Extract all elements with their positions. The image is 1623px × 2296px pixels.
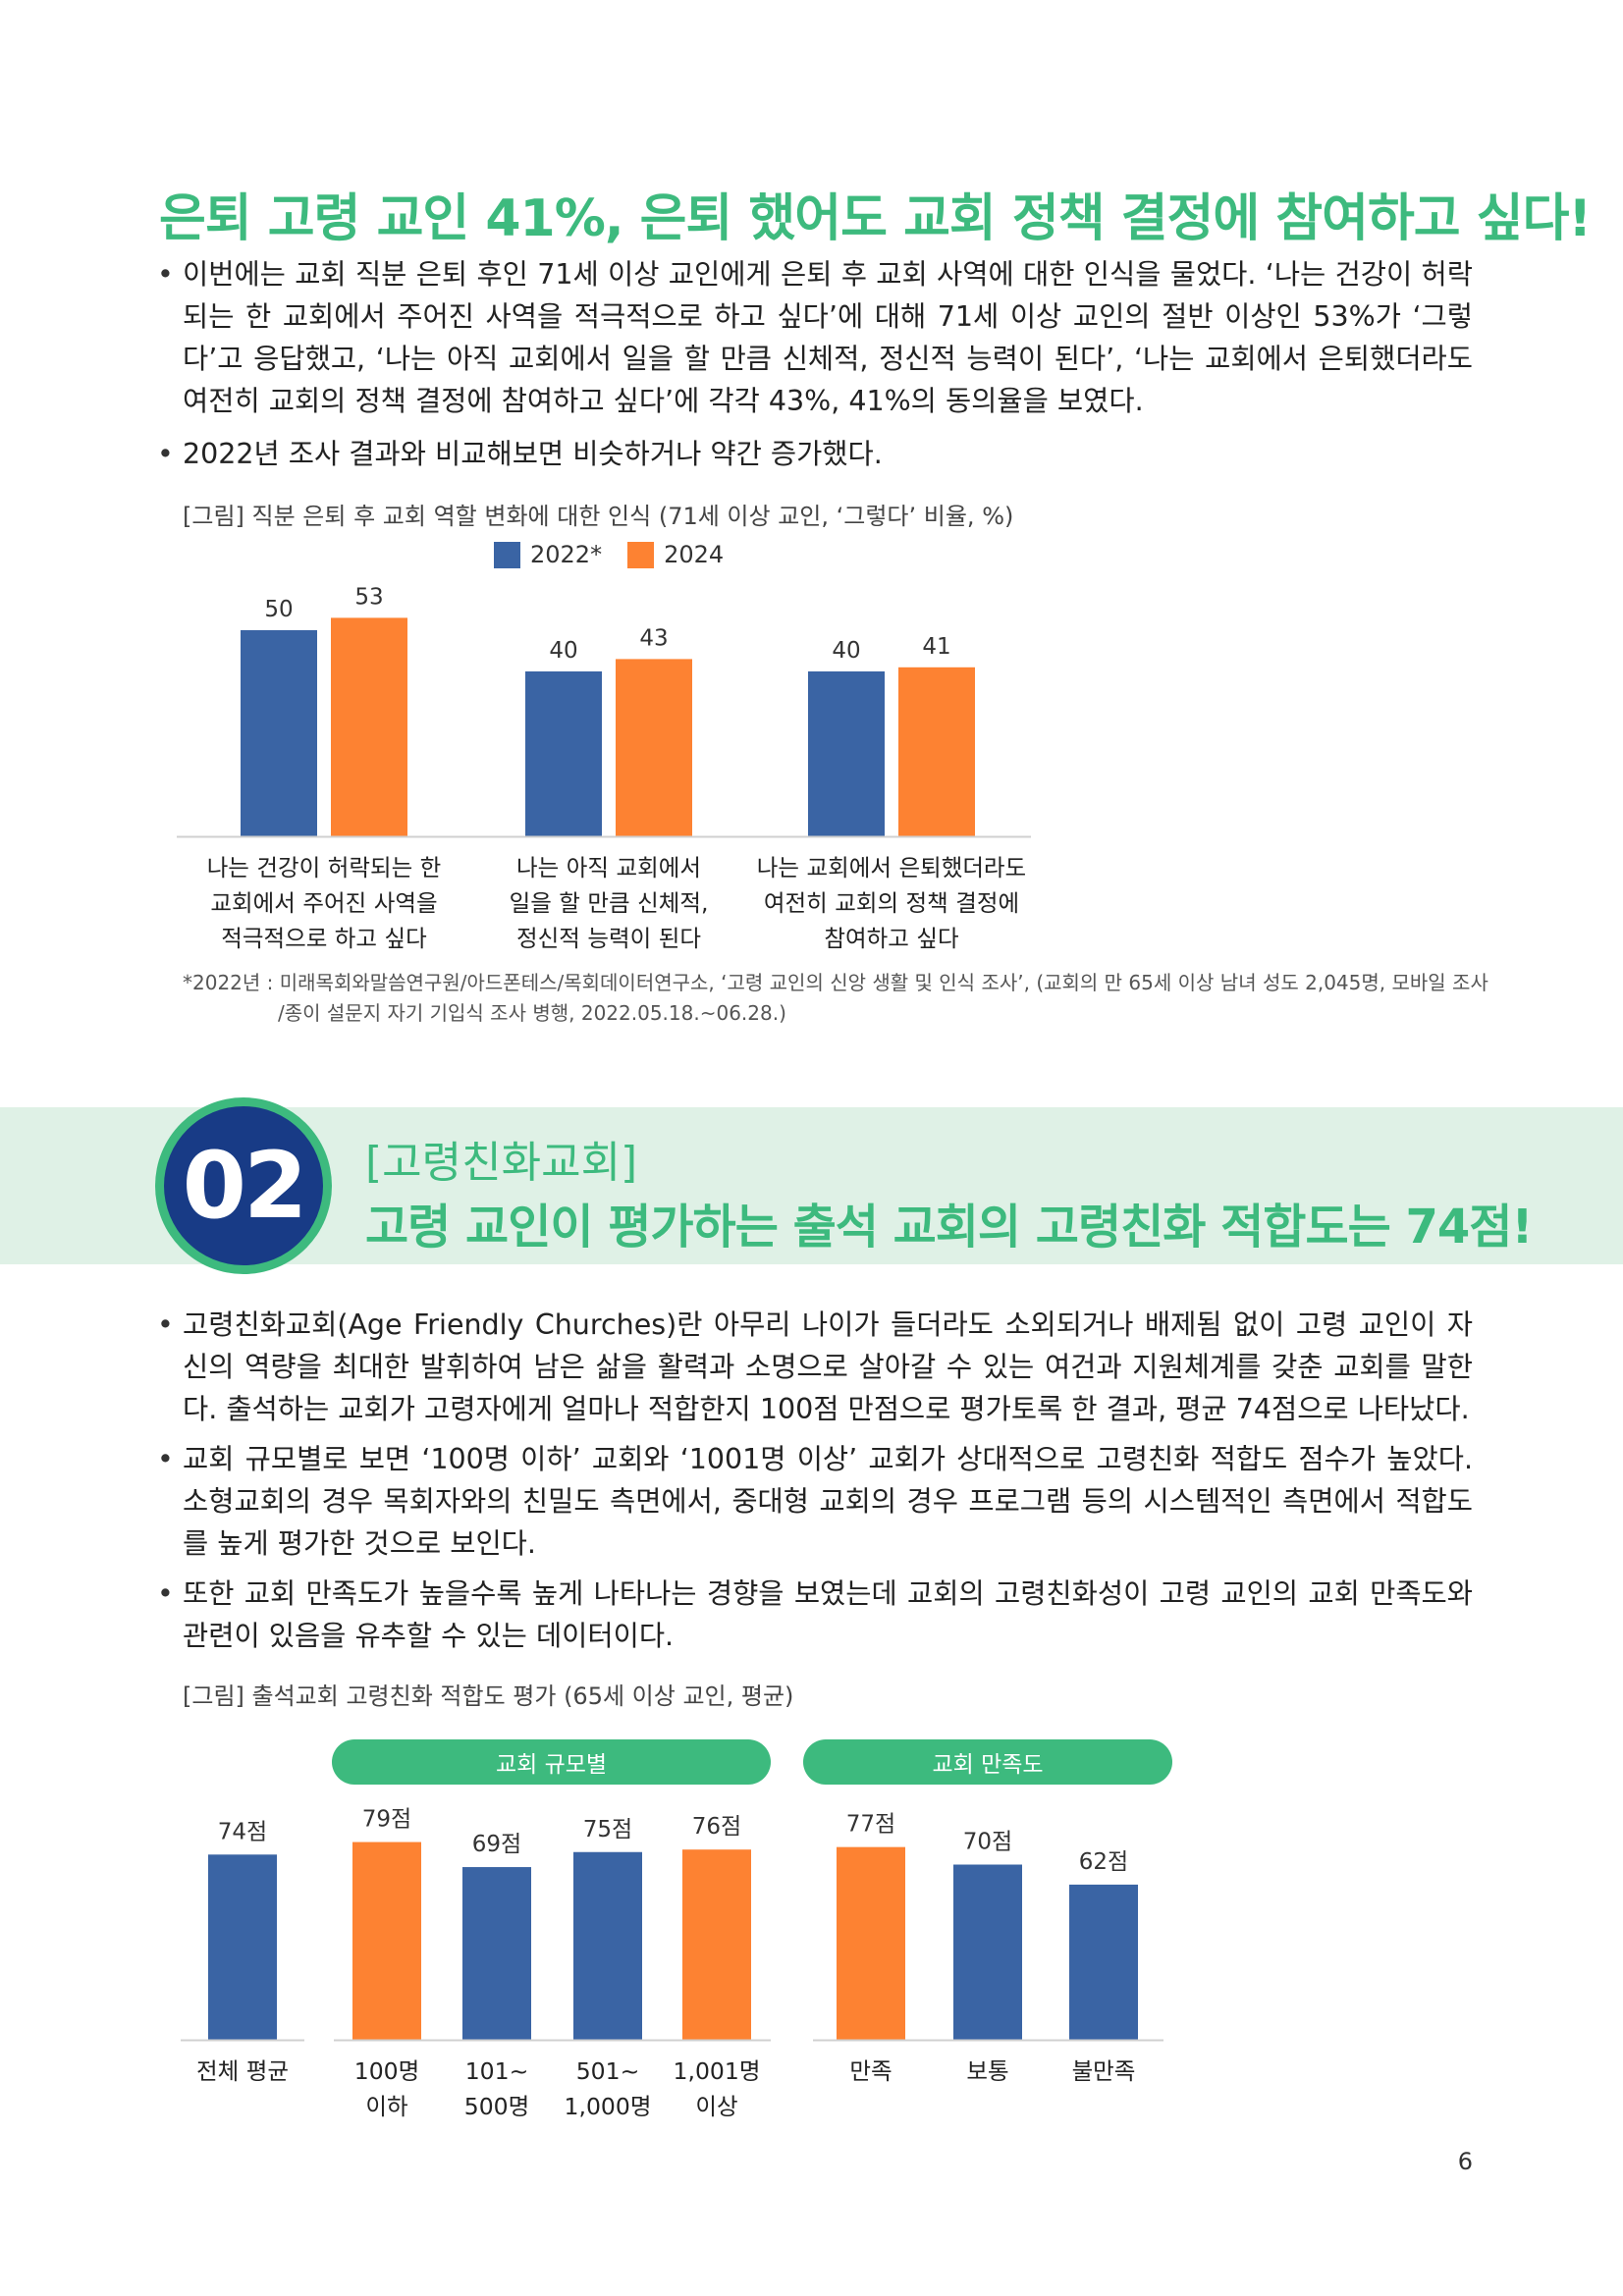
bar-2022-2 <box>808 671 885 836</box>
bar-2022-0 <box>241 630 317 836</box>
bullet-item: 또한 교회 만족도가 높을수록 높게 나타나는 경향을 보였는데 교회의 고령친… <box>157 1573 1473 1657</box>
category-label: 나는 건강이 허락되는 한 교회에서 주어진 사역을 적극적으로 하고 싶다 <box>206 854 442 952</box>
data-label: 53 <box>354 584 383 610</box>
bullet-item: 2022년 조사 결과와 비교해보면 비슷하거나 약간 증가했다. <box>157 433 1473 475</box>
bar-2 <box>462 1867 531 2040</box>
legend-item-2024: 2024 <box>627 541 724 568</box>
section1-title: 은퇴 고령 교인 41%, 은퇴 했어도 교회 정책 결정에 참여하고 싶다! <box>159 189 1592 248</box>
category-label: 1,001명 이상 <box>673 2057 761 2120</box>
bar-1 <box>352 1842 421 2040</box>
bar-2022-1 <box>525 671 602 836</box>
figure2-caption: [그림] 출석교회 고령친화 적합도 평가 (65세 이상 교인, 평균) <box>183 1682 794 1710</box>
chart1-bar-chart: 50 40 40 53 43 41 <box>177 584 1031 838</box>
category-label: 100명 이하 <box>353 2057 420 2120</box>
chart2-category-labels: 전체 평균 100명 이하 101~ 500명 501~ 1,000명 1,001명 이상 만족 보… <box>177 2054 1198 2142</box>
section2-title: 고령 교인이 평가하는 출석 교회의 고령친화 적합도는 74점! <box>365 1200 1533 1255</box>
bar-3 <box>573 1851 642 2040</box>
bar-2024-2 <box>898 667 975 836</box>
section2-kicker: [고령친화교회] <box>365 1138 638 1188</box>
data-label: 62점 <box>1079 1849 1128 1875</box>
data-label: 76점 <box>692 1814 741 1840</box>
group-pill-church-satisfaction: 교회 만족도 <box>803 1739 1172 1785</box>
data-label: 70점 <box>963 1830 1012 1855</box>
bullet-item: 이번에는 교회 직분 은퇴 후인 71세 이상 교인에게 은퇴 후 교회 사역에… <box>157 253 1473 422</box>
section2-bullets: 고령친화교회(Age Friendly Churches)란 아무리 나이가 들… <box>157 1304 1473 1657</box>
bullet-item: 고령친화교회(Age Friendly Churches)란 아무리 나이가 들… <box>157 1304 1473 1430</box>
bar-0 <box>208 1854 277 2040</box>
data-label: 40 <box>549 638 577 664</box>
bar-2024-0 <box>331 617 407 836</box>
data-label: 40 <box>832 638 860 664</box>
data-label: 77점 <box>846 1812 895 1838</box>
bar-5 <box>837 1846 905 2040</box>
bar-7 <box>1069 1884 1138 2040</box>
legend-swatch <box>627 541 655 568</box>
bar-6 <box>953 1864 1022 2040</box>
page-number: 6 <box>1457 2148 1473 2175</box>
category-label: 501~ 1,000명 <box>564 2057 652 2120</box>
category-label: 전체 평균 <box>196 2057 289 2085</box>
data-label: 79점 <box>362 1807 411 1833</box>
legend-label: 2024 <box>664 541 725 568</box>
data-label: 41 <box>922 634 950 660</box>
data-label: 43 <box>639 625 668 651</box>
data-label: 74점 <box>218 1819 267 1844</box>
bullet-item: 교회 규모별로 보면 ‘100명 이하’ 교회와 ‘1001명 이상’ 교회가 … <box>157 1438 1473 1565</box>
category-label: 불만족 <box>1071 2057 1136 2085</box>
category-label: 보통 <box>966 2057 1009 2085</box>
category-label: 101~ 500명 <box>463 2057 530 2120</box>
category-label: 나는 아직 교회에서 일을 할 만큼 신체적, 정신적 능력이 된다 <box>509 854 709 952</box>
chart2-bar-chart: 74점 79점 69점 75점 76점 77점 70점 62점 <box>181 1807 1163 2042</box>
data-label: 75점 <box>583 1817 632 1842</box>
group-pill-church-size: 교회 규모별 <box>332 1739 771 1785</box>
footnote-line-2: /종이 설문지 자기 기입식 조사 병행, 2022.05.18.~06.28.… <box>278 1001 786 1025</box>
section1-bullets: 이번에는 교회 직분 은퇴 후인 71세 이상 교인에게 은퇴 후 교회 사역에… <box>157 253 1473 475</box>
footnote-line-1: *2022년 : 미래목회와말씀연구원/아드폰테스/목회데이터연구소, ‘고령 … <box>183 971 1488 994</box>
legend-item-2022: 2022* <box>494 541 602 568</box>
data-label: 69점 <box>472 1832 521 1857</box>
category-label: 나는 교회에서 은퇴했더라도 여전히 교회의 정책 결정에 참여하고 싶다 <box>756 854 1027 952</box>
bar-4 <box>682 1849 751 2040</box>
chart1-category-labels: 나는 건강이 허락되는 한 교회에서 주어진 사역을 적극적으로 하고 싶다 나는 아… <box>177 850 1041 968</box>
chart1-legend: 2022* 2024 <box>494 541 749 568</box>
legend-swatch <box>494 541 520 568</box>
data-label: 50 <box>264 597 293 622</box>
section-number: 02 <box>164 1106 323 1265</box>
legend-label: 2022* <box>530 541 603 568</box>
category-label: 만족 <box>849 2057 893 2085</box>
figure1-caption: [그림] 직분 은퇴 후 교회 역할 변화에 대한 인식 (71세 이상 교인,… <box>183 503 1014 530</box>
bar-2024-1 <box>616 659 692 836</box>
